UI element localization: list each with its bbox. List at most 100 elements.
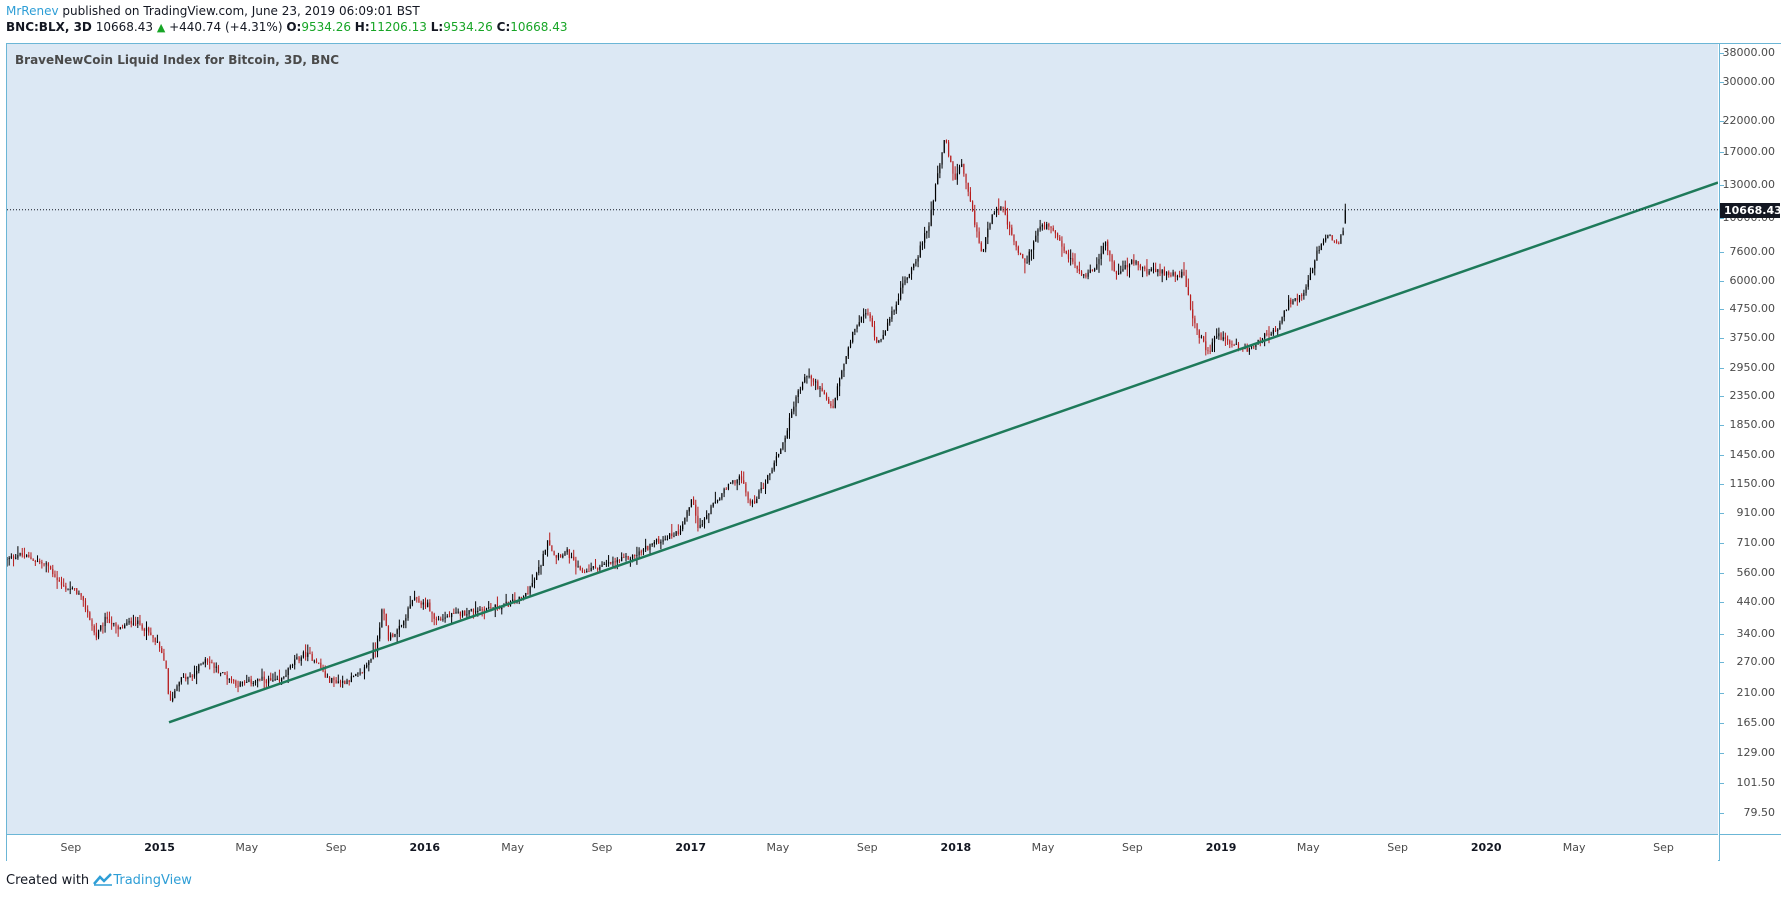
candle-body [795, 396, 797, 407]
candle-body [525, 592, 527, 597]
candle-body [806, 376, 808, 378]
time-axis[interactable]: Sep 2015 May Sep 2016 May Sep 2017 May Sep 2018 May… [7, 834, 1718, 861]
candle-body [915, 261, 917, 264]
candle-body [453, 612, 455, 614]
y-tick-mark [1720, 693, 1724, 695]
candle-body [41, 561, 43, 564]
candle-body [318, 662, 320, 664]
candle-body [1015, 241, 1017, 247]
candle-body [1035, 235, 1037, 242]
candle-body [679, 529, 682, 535]
candle-body [1111, 255, 1113, 262]
candle-body [1211, 342, 1213, 352]
candle-body [1076, 265, 1078, 269]
y-tick-mark [1720, 753, 1724, 755]
plot-area[interactable]: BraveNewCoin Liquid Index for Bitcoin, 3… [7, 44, 1718, 834]
candle-body [666, 539, 669, 541]
y-tick-label: 340.00 [1736, 627, 1776, 641]
footer: Created with TradingView [6, 873, 192, 891]
candle-body [104, 616, 106, 627]
candle-body [1115, 271, 1118, 274]
candle-body [950, 155, 952, 163]
candle-body [1320, 244, 1322, 250]
candle-body [804, 377, 806, 383]
candle-body [1083, 274, 1085, 276]
candle-body [1205, 341, 1207, 351]
candle-body [817, 381, 819, 389]
candle-body [1307, 280, 1309, 287]
candle-body [1325, 238, 1327, 241]
candle-body [1128, 263, 1131, 268]
candle-body [309, 652, 311, 655]
candle-body [342, 681, 344, 683]
candle-body [372, 650, 374, 659]
y-tick-mark [1720, 82, 1724, 84]
candle-body [583, 572, 586, 574]
candle-body [1344, 209, 1346, 224]
y-tick-mark [1720, 120, 1724, 122]
candle-body [470, 609, 472, 611]
candle-body [913, 263, 915, 268]
candle-body [897, 299, 900, 305]
candle-body [121, 627, 124, 629]
candle-body [1152, 268, 1155, 270]
candle-body [145, 627, 148, 631]
candle-body [978, 231, 980, 243]
candle-body [1141, 267, 1144, 269]
candle-body [1165, 271, 1168, 276]
price-axis[interactable]: 38000.00 30000.00 22000.00 17000.00 13000.00… [1719, 44, 1781, 834]
candle-body [233, 680, 235, 682]
candle-body [917, 257, 919, 262]
candle-body [394, 634, 396, 637]
candle-body [113, 623, 115, 625]
candle-body [217, 666, 220, 674]
candle-body [17, 555, 19, 558]
candle-body [873, 326, 876, 338]
candle-body [828, 398, 830, 404]
candle-body [592, 566, 594, 568]
candle-body [560, 554, 562, 558]
candle-body [167, 668, 169, 694]
candle-body [1033, 241, 1035, 250]
candle-body [407, 608, 409, 619]
candle-body [784, 438, 786, 443]
candle-body [971, 201, 974, 211]
candle-body [690, 499, 692, 508]
candle-body [278, 678, 281, 682]
candle-body [300, 657, 302, 661]
candle-body [23, 555, 26, 557]
candle-body [305, 652, 307, 657]
candle-body [557, 554, 560, 558]
candle-body [102, 625, 104, 627]
candle-body [485, 608, 488, 612]
candle-body [1253, 346, 1255, 348]
candle-body [1196, 323, 1198, 331]
candle-body [1172, 272, 1174, 276]
candle-body [603, 563, 605, 565]
candle-body [671, 533, 673, 536]
candle-body [638, 551, 640, 556]
candle-body [893, 310, 895, 312]
candle-body [1198, 330, 1200, 338]
candle-body [987, 228, 989, 238]
candle-body [1074, 261, 1076, 266]
last-price-label: 10668.43 [1720, 202, 1782, 218]
candle-body [1002, 206, 1004, 208]
candle-body [847, 347, 849, 357]
tradingview-link[interactable]: TradingView [113, 873, 192, 888]
candle-body [47, 563, 50, 567]
y-tick-mark [1720, 455, 1724, 457]
candle-body [982, 249, 985, 252]
candle-body [100, 625, 102, 630]
candle-body [867, 313, 869, 315]
candle-body [97, 629, 100, 638]
candle-body [629, 558, 631, 560]
author-link[interactable]: MrRenev [6, 4, 59, 18]
candle-body [1318, 249, 1320, 251]
candle-body [108, 619, 111, 624]
candle-body [658, 538, 660, 544]
candle-body [581, 569, 584, 573]
candle-body [631, 554, 634, 559]
candle-body [1118, 273, 1120, 275]
candle-body [1264, 333, 1266, 339]
